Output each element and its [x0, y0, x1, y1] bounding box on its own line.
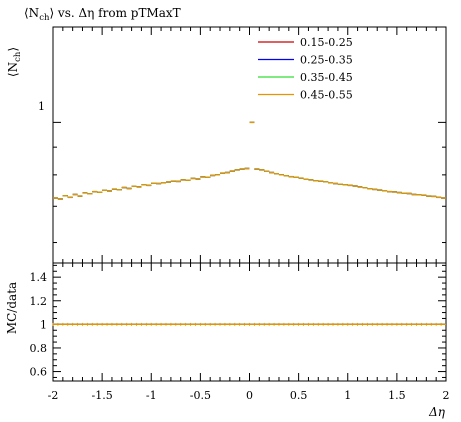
xtick-label: 1	[344, 389, 351, 402]
ratio-ylabel: MC/data	[5, 282, 19, 334]
ratio-ticks	[52, 263, 447, 381]
legend-label: 0.35-0.45	[300, 71, 353, 84]
xtick-label: 0	[246, 389, 253, 402]
ratio-ytick-labels: 0.6 0.8 1 1.2 1.4	[30, 271, 48, 378]
xtick-labels: -2 -1.5 -1 -0.5 0 0.5 1 1.5 2	[48, 389, 450, 402]
chart-title: ⟨Nch⟩ vs. Δη from pTMaxT	[24, 6, 181, 23]
xtick-label: 2	[443, 389, 450, 402]
main-ylabel: ⟨Nch⟩	[6, 47, 23, 77]
legend-label: 0.25-0.35	[300, 54, 353, 67]
xtick-label: -0.5	[190, 389, 211, 402]
xtick-label: 0.5	[290, 389, 308, 402]
ratio-ytick-label: 0.6	[30, 366, 48, 379]
xtick-label: 1.5	[388, 389, 406, 402]
xtick-label: -1	[146, 389, 157, 402]
main-ytick-label: 1	[38, 100, 45, 113]
series-0.45-0.55	[53, 121, 446, 200]
ratio-panel: 0.6 0.8 1 1.2 1.4 -2 -1.5 -1 -0.5 0 0.5 1 1.5 2 MC/d…	[5, 262, 450, 419]
main-data-points	[53, 121, 446, 200]
ratio-ytick-label: 1.2	[30, 295, 48, 308]
series-0.35-0.45	[53, 121, 446, 200]
series-0.25-0.35	[53, 121, 446, 200]
ratio-ytick-label: 1	[40, 318, 47, 331]
main-panel: 1 ⟨Nch⟩ 0.15-0.25 0.25-0.35 0.35-0.45 0.45-…	[6, 26, 447, 264]
ratio-lines	[52, 322, 446, 326]
xtick-label: -2	[48, 389, 59, 402]
main-plot-frame	[52, 26, 447, 264]
legend: 0.15-0.25 0.25-0.35 0.35-0.45 0.45-0.55	[258, 36, 353, 102]
legend-label: 0.15-0.25	[300, 36, 353, 49]
ratio-plot-frame	[52, 262, 447, 382]
ratio-ytick-label: 1.4	[30, 271, 48, 284]
legend-label: 0.45-0.55	[300, 89, 353, 102]
xtick-label: -1.5	[92, 389, 113, 402]
main-ticks	[52, 27, 447, 263]
series-0.15-0.25	[53, 121, 446, 200]
ratio-xlabel: Δη	[428, 405, 446, 419]
ratio-ytick-label: 0.8	[30, 342, 48, 355]
